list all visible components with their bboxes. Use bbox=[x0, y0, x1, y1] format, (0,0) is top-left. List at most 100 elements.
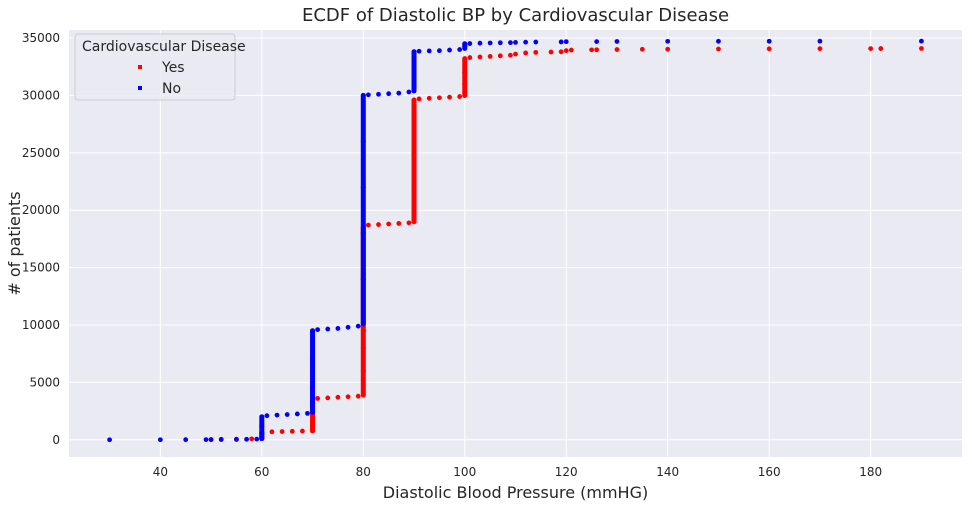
data-point bbox=[411, 150, 417, 156]
data-point bbox=[335, 394, 341, 400]
x-tick-label: 60 bbox=[254, 465, 269, 479]
data-point bbox=[508, 52, 513, 58]
data-point bbox=[360, 328, 366, 334]
data-point bbox=[365, 92, 371, 98]
data-point bbox=[462, 93, 468, 98]
data-point bbox=[244, 436, 249, 442]
data-point bbox=[614, 47, 620, 52]
data-point bbox=[477, 40, 483, 46]
data-point bbox=[376, 91, 381, 97]
data-point bbox=[208, 437, 214, 442]
data-point bbox=[310, 428, 315, 434]
data-point bbox=[345, 324, 351, 330]
data-point bbox=[716, 38, 721, 44]
x-tick-label: 180 bbox=[859, 465, 882, 479]
data-point bbox=[457, 47, 463, 52]
data-point bbox=[508, 40, 513, 46]
data-point bbox=[487, 54, 493, 59]
data-point bbox=[310, 420, 315, 425]
data-point bbox=[264, 413, 270, 419]
data-point bbox=[523, 50, 529, 56]
data-point bbox=[563, 39, 569, 45]
y-axis-ticks: 0 5000 10000 15000 20000 25000 30000 35000 bbox=[22, 31, 60, 447]
data-point bbox=[203, 437, 209, 443]
data-point bbox=[462, 41, 468, 47]
legend-label-no: No bbox=[162, 81, 181, 97]
data-point bbox=[548, 49, 554, 55]
y-tick-label: 0 bbox=[52, 433, 60, 447]
data-point bbox=[426, 48, 432, 54]
data-point bbox=[294, 411, 300, 417]
data-point bbox=[467, 41, 473, 46]
y-tick-label: 20000 bbox=[22, 203, 60, 217]
data-point bbox=[426, 95, 432, 101]
data-point bbox=[396, 221, 402, 226]
data-point bbox=[360, 93, 366, 98]
data-point bbox=[183, 437, 189, 443]
data-point bbox=[817, 46, 823, 52]
data-point bbox=[406, 220, 412, 226]
data-point bbox=[234, 437, 239, 442]
data-point bbox=[447, 47, 452, 53]
data-point bbox=[360, 345, 366, 351]
data-point bbox=[411, 88, 417, 94]
data-point bbox=[284, 412, 290, 417]
data-point bbox=[411, 75, 417, 81]
data-point bbox=[462, 56, 468, 62]
legend-marker-no bbox=[138, 86, 142, 90]
data-point bbox=[335, 326, 341, 331]
data-point bbox=[249, 436, 255, 442]
data-point bbox=[406, 89, 412, 95]
data-point bbox=[436, 48, 442, 54]
data-point bbox=[289, 428, 295, 434]
legend: Cardiovascular Disease Yes No bbox=[74, 33, 246, 101]
data-point bbox=[355, 393, 361, 399]
data-point bbox=[878, 46, 884, 51]
data-point bbox=[310, 328, 315, 334]
x-tick-label: 160 bbox=[758, 465, 781, 479]
data-point bbox=[411, 115, 417, 121]
data-point bbox=[817, 38, 823, 44]
data-point bbox=[310, 357, 315, 362]
data-point bbox=[462, 81, 468, 87]
data-point bbox=[269, 429, 275, 435]
data-point bbox=[360, 184, 366, 190]
data-point bbox=[360, 230, 366, 236]
data-point bbox=[157, 437, 163, 443]
data-point bbox=[716, 46, 721, 52]
x-tick-label: 100 bbox=[453, 465, 476, 479]
data-point bbox=[279, 429, 285, 434]
data-point bbox=[594, 39, 600, 44]
data-point bbox=[360, 321, 366, 327]
x-axis-title: Diastolic Blood Pressure (mmHG) bbox=[383, 483, 648, 502]
data-point bbox=[305, 410, 310, 416]
x-tick-label: 40 bbox=[153, 465, 168, 479]
data-point bbox=[766, 38, 772, 44]
data-point bbox=[919, 38, 924, 44]
data-point bbox=[274, 412, 280, 418]
data-point bbox=[345, 394, 351, 400]
data-point bbox=[497, 40, 503, 46]
data-point bbox=[558, 39, 564, 45]
data-point bbox=[355, 323, 361, 329]
x-tick-label: 80 bbox=[356, 465, 371, 479]
data-point bbox=[533, 39, 539, 45]
data-point bbox=[360, 392, 366, 398]
data-point bbox=[259, 430, 265, 436]
x-axis-ticks: 40 60 80 100 120 140 160 180 bbox=[153, 465, 882, 479]
data-point bbox=[513, 39, 518, 45]
data-point bbox=[360, 276, 366, 282]
data-point bbox=[365, 222, 371, 228]
data-point bbox=[259, 423, 265, 429]
data-point bbox=[766, 46, 772, 52]
data-point bbox=[665, 46, 671, 52]
y-tick-label: 5000 bbox=[29, 375, 60, 389]
data-point bbox=[589, 47, 595, 53]
data-point bbox=[299, 428, 305, 434]
data-point bbox=[411, 49, 417, 55]
data-point bbox=[411, 97, 417, 103]
data-point bbox=[396, 90, 402, 96]
data-point bbox=[558, 49, 564, 55]
data-point bbox=[665, 38, 671, 44]
